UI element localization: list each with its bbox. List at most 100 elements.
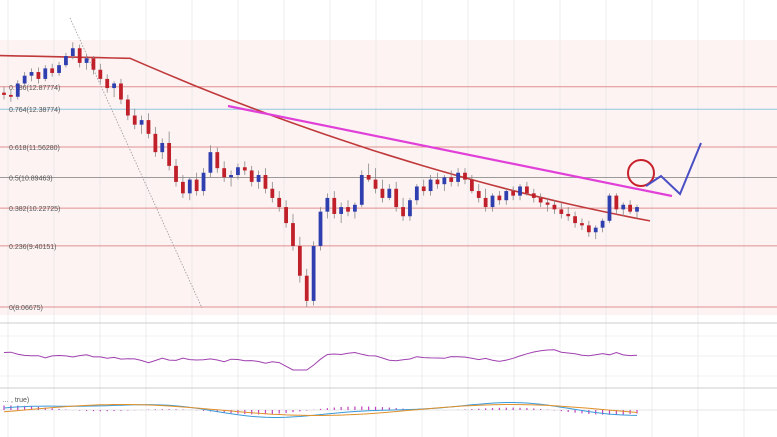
bear-candle [194,179,199,192]
bear-candle [332,197,337,214]
bull-candle [456,172,461,182]
bear-candle [566,213,571,217]
fib-swing-line [69,17,203,309]
breakout-circle [627,159,655,187]
bull-candle [635,207,639,212]
bear-candle [263,175,268,189]
bear-candle [573,216,577,224]
bear-candle [559,209,564,214]
bull-candle [139,120,144,125]
bear-candle [277,197,282,208]
bear-candle [366,175,371,180]
bear-candle [8,94,13,97]
bear-candle [77,48,82,63]
bull-candle [57,65,61,73]
projection-path [645,142,702,196]
fib-level-label: 0(8.06675) [9,305,43,312]
bear-candle [2,92,6,95]
bear-candle [545,202,550,205]
bear-candle [249,170,254,182]
macd-line [3,402,638,418]
grid-lines [7,0,745,437]
bear-candle [180,181,185,194]
bull-candle [387,188,392,198]
fib-level-label: 0.764(12.38774) [9,107,60,114]
bear-candle [449,177,454,182]
fib-level-label: 0.786(12.87774) [9,85,60,92]
bull-candle [318,211,323,246]
bear-candle [552,204,557,210]
bear-candle [119,83,123,100]
rsi-grid [0,335,777,377]
bull-candle [504,191,509,201]
bull-candle [600,220,605,228]
bear-candle [538,197,543,203]
bear-candle [153,133,158,153]
bear-candle [270,188,275,198]
bear-candle [284,207,288,224]
bull-candle [607,195,612,221]
fib-level-label: 0.236(9.40151) [9,244,56,251]
bear-candle [476,191,481,198]
bear-candle [401,207,405,217]
bull-candle [408,200,412,217]
bear-candle [215,152,220,169]
bear-candle [297,245,302,276]
bull-candle [339,207,344,214]
bear-candle [531,193,536,198]
fib-level-label: 0.5(10.89463) [9,176,53,183]
candlesticks [2,42,639,307]
bull-candle [311,245,316,301]
bear-candle [614,195,619,210]
bull-candle [64,56,68,66]
bear-candle [91,58,96,70]
bull-candle [70,48,75,57]
signal-line [3,404,638,416]
bull-candle [84,58,89,63]
bear-candle [50,68,55,73]
bear-candle [167,142,172,166]
bull-candle [442,177,447,185]
fib-level-label: 0.618(11.56280) [9,145,60,152]
bull-candle [15,83,20,97]
bull-candle [201,172,206,192]
bear-candle [132,115,137,125]
bear-candle [222,168,227,178]
bull-candle [112,83,116,89]
bear-candle [435,179,440,185]
bear-candle [242,167,247,171]
moving-average-line [0,54,651,222]
bull-candle [353,204,357,212]
bull-candle [256,175,261,182]
bear-candle [291,223,295,246]
bear-candle [580,223,584,226]
bear-candle [36,72,41,79]
bull-candle [208,152,213,173]
bear-candle [469,179,474,192]
bull-candle [325,197,330,212]
bull-candle [593,227,598,233]
bear-candle [125,99,130,116]
bear-candle [174,165,178,182]
bull-candle [359,175,364,205]
bull-candle [29,72,34,76]
bear-candle [304,275,309,301]
bear-candle [146,120,151,134]
bear-candle [463,172,467,180]
bull-candle [490,195,495,208]
bear-candle [380,188,385,198]
bear-candle [497,195,502,201]
bull-candle [621,204,626,210]
macd-histogram [3,405,638,415]
bear-candle [586,225,591,233]
bear-candle [525,186,529,194]
bear-candle [105,78,110,89]
macd-label: … , true) [2,397,29,404]
bear-candle [421,186,426,192]
bear-candle [394,188,399,208]
bear-candle [511,191,516,196]
bull-candle [160,142,165,153]
bull-candle [229,175,233,178]
resistance-trendline [227,104,673,198]
